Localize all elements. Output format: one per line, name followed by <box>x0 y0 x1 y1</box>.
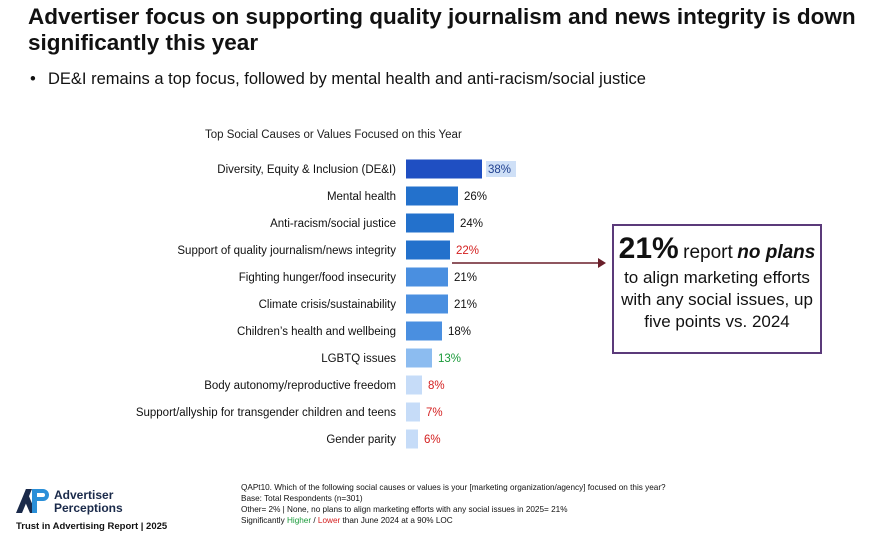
value-label-diversity-equity-inclusion-de-i: 38% <box>488 164 511 176</box>
value-label-body-autonomy-reproductive-freedom: 8% <box>428 380 445 392</box>
category-label-body-autonomy-reproductive-freedom: Body autonomy/reproductive freedom <box>204 380 396 392</box>
bullet-point: • DE&I remains a top focus, followed by m… <box>30 70 646 89</box>
bar-children-s-health-and-wellbeing <box>406 321 442 341</box>
category-label-lgbtq-issues: LGBTQ issues <box>321 353 396 365</box>
footnote-significance: Significantly Higher / Lower than June 2… <box>241 515 666 526</box>
chart-title: Top Social Causes or Values Focused on t… <box>205 129 462 141</box>
ap-logo-icon <box>16 489 49 513</box>
bar-chart: Diversity, Equity & Inclusion (DE&I) 38% M… <box>136 159 516 449</box>
bar-climate-crisis-sustainability <box>406 294 448 314</box>
bullet-text: DE&I remains a top focus, followed by me… <box>48 70 646 88</box>
category-label-mental-health: Mental health <box>327 191 396 203</box>
footnote-other: Other= 2% | None, no plans to align mark… <box>241 505 568 514</box>
value-label-anti-racism-social-justice: 24% <box>460 218 483 230</box>
callout-box: 21% report no plans to align marketing e… <box>612 224 822 354</box>
value-label-support-of-quality-journalism-news-integrity: 22% <box>456 245 479 257</box>
bar-support-of-quality-journalism-news-integrity <box>406 240 450 260</box>
bar-fighting-hunger-food-insecurity <box>406 267 448 287</box>
logo-line2: Perceptions <box>54 501 123 515</box>
footnote-sig-post: than June 2024 at a 90% LOC <box>340 516 453 525</box>
slide-title: Advertiser focus on supporting quality j… <box>28 4 856 55</box>
value-label-mental-health: 26% <box>464 191 487 203</box>
footnote-sig-sep: / <box>311 516 318 525</box>
value-label-lgbtq-issues: 13% <box>438 353 461 365</box>
footnote: QAPt10. Which of the following social ca… <box>241 482 666 526</box>
callout-headline: 21% report no plans <box>614 232 820 266</box>
callout-report-word: report <box>683 242 733 263</box>
category-label-anti-racism-social-justice: Anti-racism/social justice <box>270 218 396 230</box>
category-label-fighting-hunger-food-insecurity: Fighting hunger/food insecurity <box>239 272 397 284</box>
bar-mental-health <box>406 186 458 206</box>
category-label-children-s-health-and-wellbeing: Children’s health and wellbeing <box>237 326 396 338</box>
bar-diversity-equity-inclusion-de-i <box>406 159 482 179</box>
bullet-icon: • <box>30 70 36 88</box>
bar-anti-racism-social-justice <box>406 213 454 233</box>
report-name: Trust in Advertising Report | 2025 <box>16 521 168 532</box>
category-label-support-of-quality-journalism-news-integrity: Support of quality journalism/news integ… <box>177 245 396 257</box>
value-label-gender-parity: 6% <box>424 434 441 446</box>
value-label-children-s-health-and-wellbeing: 18% <box>448 326 471 338</box>
logo-line1: Advertiser <box>54 488 114 502</box>
callout-arrow <box>452 258 606 268</box>
callout-emphasis: no plans <box>737 242 816 263</box>
value-label-climate-crisis-sustainability: 21% <box>454 299 477 311</box>
footnote-lower: Lower <box>317 516 341 525</box>
bar-support-allyship-for-transgender-children-and-teens <box>406 402 420 422</box>
category-label-support-allyship-for-transgender-children-and-teens: Support/allyship for transgender childre… <box>136 407 396 419</box>
bar-gender-parity <box>406 429 418 449</box>
footnote-question: QAPt10. Which of the following social ca… <box>241 483 666 492</box>
footnote-higher: Higher <box>286 516 312 525</box>
footnote-base: Base: Total Respondents (n=301) <box>241 494 363 503</box>
footnote-sig-pre: Significantly <box>241 516 287 525</box>
bar-body-autonomy-reproductive-freedom <box>406 375 422 395</box>
logo-wordmark: Advertiser Perceptions <box>54 489 123 515</box>
value-highlight <box>486 161 516 177</box>
value-label-support-allyship-for-transgender-children-and-teens: 7% <box>426 407 443 419</box>
category-label-diversity-equity-inclusion-de-i: Diversity, Equity & Inclusion (DE&I) <box>217 164 396 176</box>
bar-lgbtq-issues <box>406 348 432 368</box>
category-label-gender-parity: Gender parity <box>326 434 396 446</box>
category-label-climate-crisis-sustainability: Climate crisis/sustainability <box>259 299 397 311</box>
callout-body: to align marketing efforts with any soci… <box>621 268 813 331</box>
callout-percent: 21% <box>618 232 679 265</box>
value-label-fighting-hunger-food-insecurity: 21% <box>454 272 477 284</box>
